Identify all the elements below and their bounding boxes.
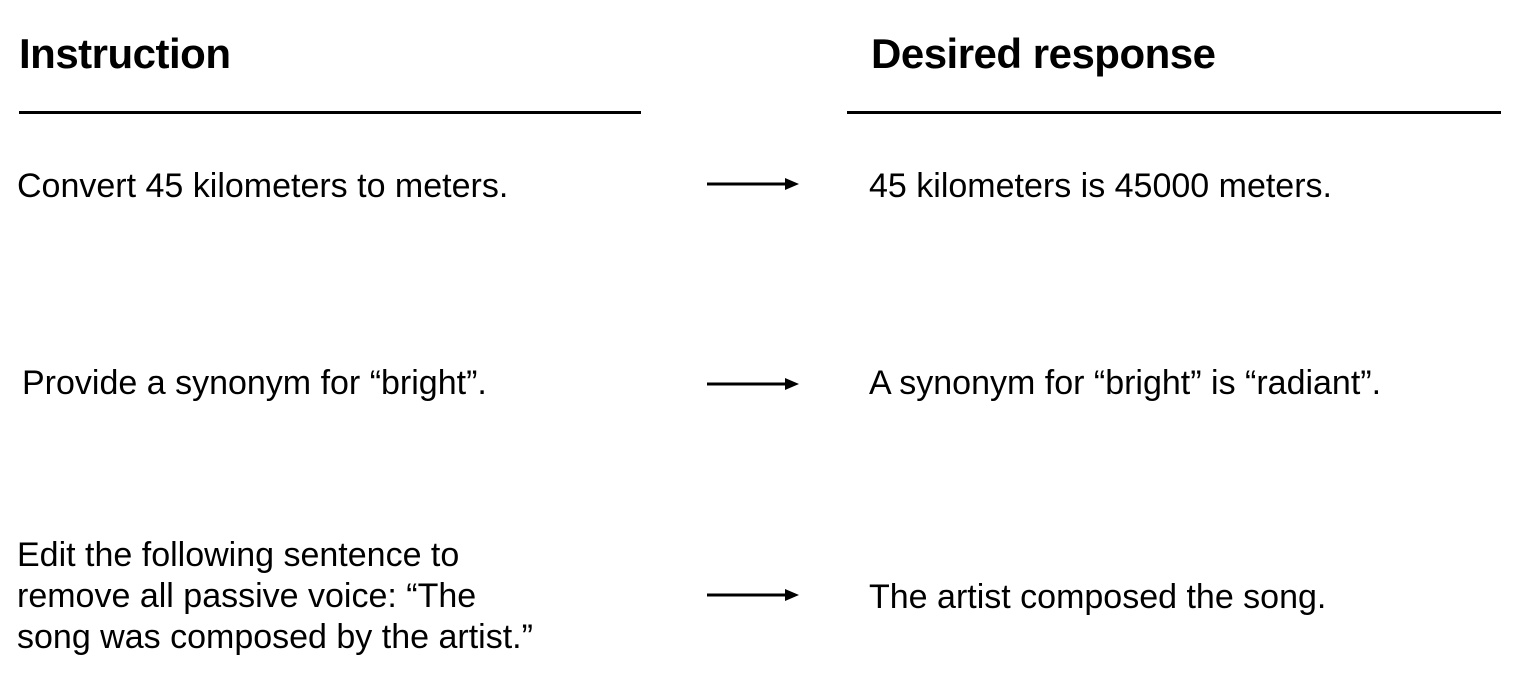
instruction-divider <box>19 111 641 114</box>
instruction-heading: Instruction <box>19 30 231 77</box>
response-text-1: 45 kilometers is 45000 meters. <box>869 167 1332 205</box>
response-text-3: The artist composed the song. <box>869 578 1327 616</box>
instruction-text-2: Provide a synonym for “bright”. <box>22 364 487 402</box>
instruction-line: remove all passive voice: “The <box>17 577 477 615</box>
response-heading: Desired response <box>871 30 1216 77</box>
arrow-right-icon <box>707 587 799 603</box>
arrow-right-icon <box>707 176 799 192</box>
instruction-text-1: Convert 45 kilometers to meters. <box>17 167 509 205</box>
instruction-text-3: Edit the following sentence to remove al… <box>17 535 657 658</box>
response-divider <box>847 111 1501 114</box>
response-text-2: A synonym for “bright” is “radiant”. <box>869 364 1382 402</box>
instruction-line: song was composed by the artist.” <box>17 618 533 656</box>
instruction-line: Edit the following sentence to <box>17 536 460 574</box>
arrow-right-icon <box>707 376 799 392</box>
